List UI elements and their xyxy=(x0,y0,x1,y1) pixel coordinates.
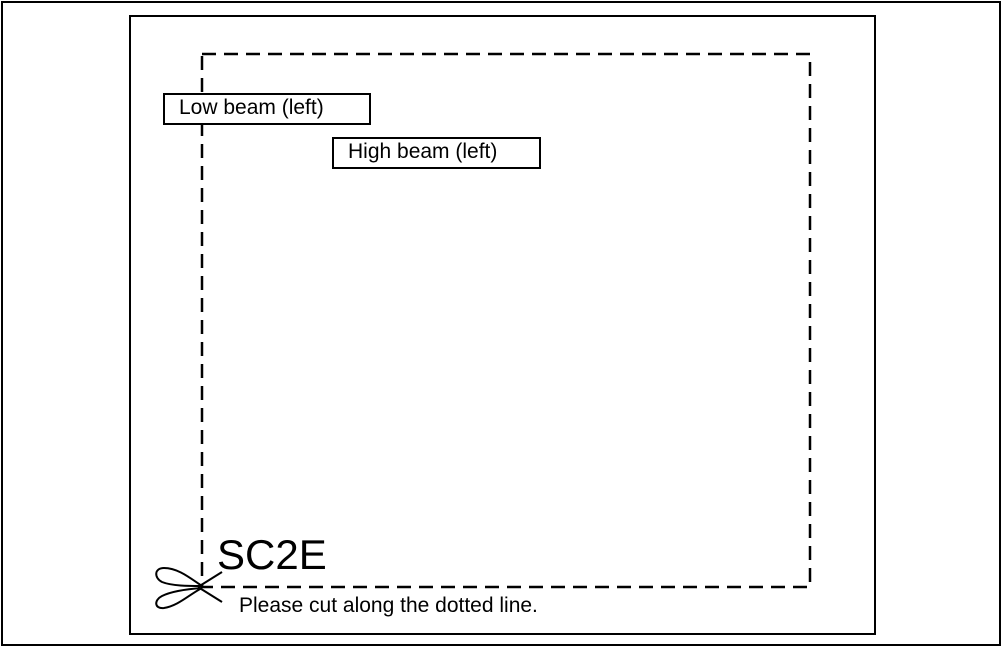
high-beam-left-label: High beam (left) xyxy=(332,137,541,169)
model-code: SC2E xyxy=(217,531,327,578)
scissors-icon xyxy=(155,566,223,610)
low-beam-left-label: Low beam (left) xyxy=(163,93,371,125)
cutout-sheet xyxy=(129,15,876,635)
cut-instruction: Please cut along the dotted line. xyxy=(239,594,538,617)
